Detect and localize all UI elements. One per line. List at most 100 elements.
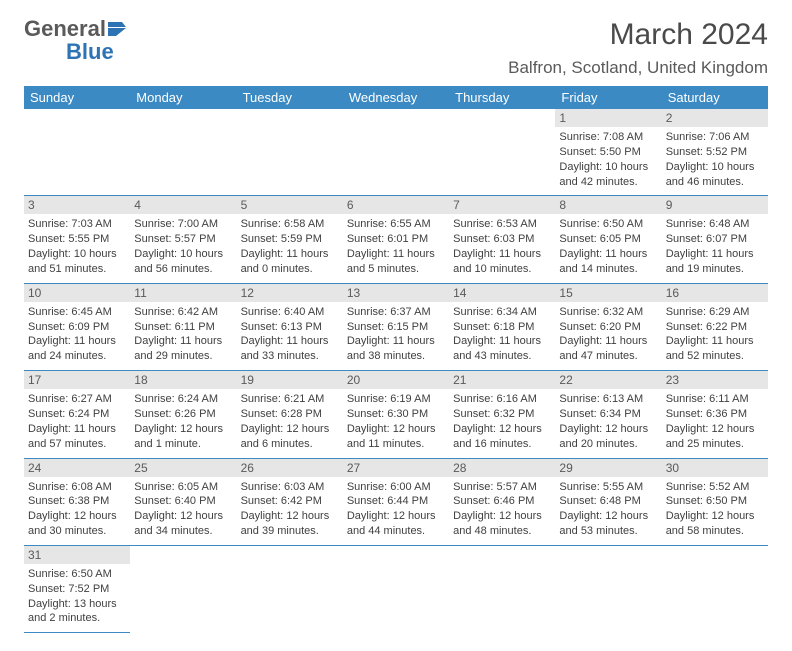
calendar-cell: 25Sunrise: 6:05 AMSunset: 6:40 PMDayligh…	[130, 458, 236, 545]
calendar-cell	[130, 109, 236, 196]
sunset: Sunset: 6:05 PM	[559, 232, 657, 247]
day-number: 2	[662, 109, 768, 127]
day-details: Sunrise: 6:27 AMSunset: 6:24 PMDaylight:…	[24, 389, 130, 457]
calendar-cell: 7Sunrise: 6:53 AMSunset: 6:03 PMDaylight…	[449, 196, 555, 283]
day-details: Sunrise: 7:08 AMSunset: 5:50 PMDaylight:…	[555, 127, 661, 195]
day-details: Sunrise: 6:37 AMSunset: 6:15 PMDaylight:…	[343, 302, 449, 370]
sunset: Sunset: 6:01 PM	[347, 232, 445, 247]
day-number: 26	[237, 459, 343, 477]
day-details: Sunrise: 6:29 AMSunset: 6:22 PMDaylight:…	[662, 302, 768, 370]
calendar-cell	[555, 545, 661, 632]
weekday-header: Wednesday	[343, 86, 449, 109]
daylight: Daylight: 12 hours and 11 minutes.	[347, 422, 445, 452]
calendar-cell	[662, 545, 768, 632]
day-details: Sunrise: 6:50 AMSunset: 6:05 PMDaylight:…	[555, 214, 661, 282]
sunset: Sunset: 6:22 PM	[666, 320, 764, 335]
day-details: Sunrise: 6:42 AMSunset: 6:11 PMDaylight:…	[130, 302, 236, 370]
calendar-row: 10Sunrise: 6:45 AMSunset: 6:09 PMDayligh…	[24, 283, 768, 370]
sunrise: Sunrise: 6:16 AM	[453, 392, 551, 407]
sunset: Sunset: 6:18 PM	[453, 320, 551, 335]
sunrise: Sunrise: 7:08 AM	[559, 130, 657, 145]
sunset: Sunset: 6:28 PM	[241, 407, 339, 422]
daylight: Daylight: 11 hours and 5 minutes.	[347, 247, 445, 277]
sunset: Sunset: 6:26 PM	[134, 407, 232, 422]
daylight: Daylight: 11 hours and 33 minutes.	[241, 334, 339, 364]
sunrise: Sunrise: 6:19 AM	[347, 392, 445, 407]
sunrise: Sunrise: 5:55 AM	[559, 480, 657, 495]
calendar-cell: 13Sunrise: 6:37 AMSunset: 6:15 PMDayligh…	[343, 283, 449, 370]
sunset: Sunset: 6:09 PM	[28, 320, 126, 335]
day-details: Sunrise: 6:32 AMSunset: 6:20 PMDaylight:…	[555, 302, 661, 370]
daylight: Daylight: 12 hours and 44 minutes.	[347, 509, 445, 539]
sunrise: Sunrise: 6:34 AM	[453, 305, 551, 320]
day-number: 5	[237, 196, 343, 214]
calendar-cell: 19Sunrise: 6:21 AMSunset: 6:28 PMDayligh…	[237, 371, 343, 458]
daylight: Daylight: 10 hours and 56 minutes.	[134, 247, 232, 277]
daylight: Daylight: 12 hours and 20 minutes.	[559, 422, 657, 452]
sunrise: Sunrise: 6:50 AM	[28, 567, 126, 582]
day-details: Sunrise: 6:08 AMSunset: 6:38 PMDaylight:…	[24, 477, 130, 545]
day-number: 13	[343, 284, 449, 302]
sunrise: Sunrise: 6:55 AM	[347, 217, 445, 232]
weekday-header: Sunday	[24, 86, 130, 109]
weekday-header: Saturday	[662, 86, 768, 109]
day-number: 3	[24, 196, 130, 214]
day-details: Sunrise: 6:13 AMSunset: 6:34 PMDaylight:…	[555, 389, 661, 457]
calendar-cell: 29Sunrise: 5:55 AMSunset: 6:48 PMDayligh…	[555, 458, 661, 545]
calendar-cell	[343, 109, 449, 196]
day-details: Sunrise: 6:05 AMSunset: 6:40 PMDaylight:…	[130, 477, 236, 545]
calendar-row: 17Sunrise: 6:27 AMSunset: 6:24 PMDayligh…	[24, 371, 768, 458]
calendar-cell	[237, 545, 343, 632]
day-number: 1	[555, 109, 661, 127]
day-number: 28	[449, 459, 555, 477]
calendar-cell: 2Sunrise: 7:06 AMSunset: 5:52 PMDaylight…	[662, 109, 768, 196]
sunrise: Sunrise: 6:48 AM	[666, 217, 764, 232]
day-number: 4	[130, 196, 236, 214]
sunrise: Sunrise: 6:32 AM	[559, 305, 657, 320]
sunrise: Sunrise: 6:24 AM	[134, 392, 232, 407]
sunset: Sunset: 6:11 PM	[134, 320, 232, 335]
weekday-header: Tuesday	[237, 86, 343, 109]
daylight: Daylight: 12 hours and 25 minutes.	[666, 422, 764, 452]
daylight: Daylight: 12 hours and 6 minutes.	[241, 422, 339, 452]
day-details: Sunrise: 6:40 AMSunset: 6:13 PMDaylight:…	[237, 302, 343, 370]
day-details: Sunrise: 6:24 AMSunset: 6:26 PMDaylight:…	[130, 389, 236, 457]
daylight: Daylight: 12 hours and 30 minutes.	[28, 509, 126, 539]
day-number: 10	[24, 284, 130, 302]
daylight: Daylight: 10 hours and 51 minutes.	[28, 247, 126, 277]
sunrise: Sunrise: 6:05 AM	[134, 480, 232, 495]
sunset: Sunset: 6:36 PM	[666, 407, 764, 422]
logo-general: General	[24, 16, 106, 41]
day-number: 12	[237, 284, 343, 302]
flag-icon	[108, 22, 130, 36]
day-number: 27	[343, 459, 449, 477]
weekday-header: Friday	[555, 86, 661, 109]
daylight: Daylight: 11 hours and 19 minutes.	[666, 247, 764, 277]
sunset: Sunset: 5:57 PM	[134, 232, 232, 247]
daylight: Daylight: 12 hours and 53 minutes.	[559, 509, 657, 539]
calendar-cell: 31Sunrise: 6:50 AMSunset: 7:52 PMDayligh…	[24, 545, 130, 632]
sunrise: Sunrise: 6:08 AM	[28, 480, 126, 495]
day-details: Sunrise: 6:58 AMSunset: 5:59 PMDaylight:…	[237, 214, 343, 282]
sunset: Sunset: 6:03 PM	[453, 232, 551, 247]
calendar-cell: 28Sunrise: 5:57 AMSunset: 6:46 PMDayligh…	[449, 458, 555, 545]
calendar-cell: 18Sunrise: 6:24 AMSunset: 6:26 PMDayligh…	[130, 371, 236, 458]
calendar-cell: 11Sunrise: 6:42 AMSunset: 6:11 PMDayligh…	[130, 283, 236, 370]
calendar-cell: 20Sunrise: 6:19 AMSunset: 6:30 PMDayligh…	[343, 371, 449, 458]
logo-blue: Blue	[66, 39, 114, 64]
sunrise: Sunrise: 6:37 AM	[347, 305, 445, 320]
sunrise: Sunrise: 6:58 AM	[241, 217, 339, 232]
day-number: 21	[449, 371, 555, 389]
sunset: Sunset: 6:15 PM	[347, 320, 445, 335]
sunrise: Sunrise: 6:00 AM	[347, 480, 445, 495]
sunset: Sunset: 6:20 PM	[559, 320, 657, 335]
calendar-cell: 5Sunrise: 6:58 AMSunset: 5:59 PMDaylight…	[237, 196, 343, 283]
sunset: Sunset: 5:55 PM	[28, 232, 126, 247]
day-details: Sunrise: 6:53 AMSunset: 6:03 PMDaylight:…	[449, 214, 555, 282]
calendar-body: 1Sunrise: 7:08 AMSunset: 5:50 PMDaylight…	[24, 109, 768, 633]
sunset: Sunset: 6:46 PM	[453, 494, 551, 509]
sunrise: Sunrise: 6:11 AM	[666, 392, 764, 407]
day-number: 30	[662, 459, 768, 477]
calendar-cell: 12Sunrise: 6:40 AMSunset: 6:13 PMDayligh…	[237, 283, 343, 370]
calendar-cell: 15Sunrise: 6:32 AMSunset: 6:20 PMDayligh…	[555, 283, 661, 370]
